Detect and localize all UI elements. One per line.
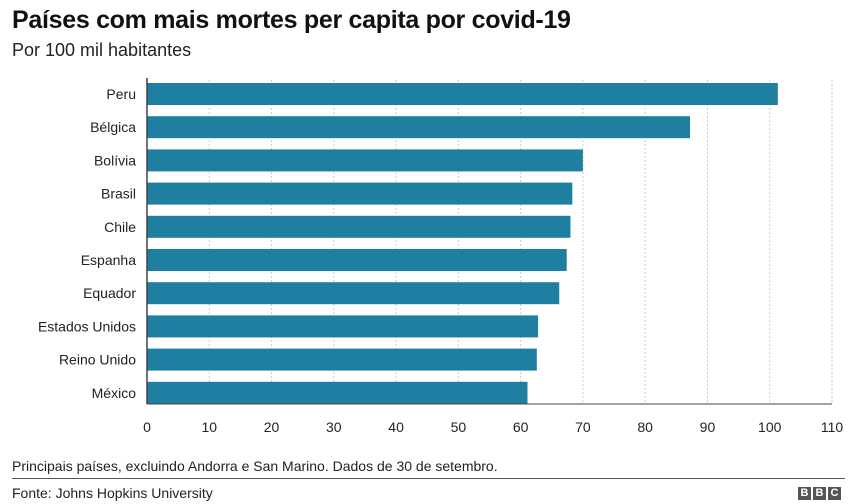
- bar: [147, 83, 778, 105]
- bar: [147, 348, 537, 371]
- x-tick-label: 0: [143, 419, 151, 435]
- bar: [147, 116, 691, 139]
- bar: [147, 249, 567, 271]
- logo-letter-b1: B: [798, 487, 811, 500]
- source-text: Fonte: Johns Hopkins University: [12, 485, 213, 501]
- logo-letter-c: C: [828, 487, 841, 500]
- x-tick-label: 80: [637, 419, 653, 435]
- category-label: Bélgica: [90, 119, 136, 135]
- category-label: Bolívia: [94, 152, 136, 168]
- bar-chart: 0 10 20 30 40 50 60 70 80 90 100 110 Peru Bélgica Bolí…: [38, 78, 844, 435]
- chart-subtitle: Por 100 mil habitantes: [12, 40, 192, 60]
- chart-note: Principais países, excluindo Andorra e S…: [12, 458, 498, 474]
- logo-letter-b2: B: [813, 487, 826, 500]
- x-tick-label: 20: [264, 419, 280, 435]
- bar: [147, 215, 571, 238]
- chart-title: Países com mais mortes per capita por co…: [12, 6, 571, 34]
- x-tick-label: 70: [575, 419, 591, 435]
- x-tick-label: 50: [451, 419, 467, 435]
- x-tick-label: 10: [201, 419, 217, 435]
- category-label: Espanha: [81, 252, 136, 268]
- category-label: México: [92, 385, 137, 401]
- x-tick-label: 30: [326, 419, 342, 435]
- category-label: Brasil: [101, 186, 136, 202]
- bbc-logo: B B C: [798, 487, 841, 500]
- bar: [147, 182, 573, 205]
- x-tick-label: 60: [513, 419, 529, 435]
- bar: [147, 149, 583, 172]
- footer-divider: [12, 478, 845, 479]
- x-tick-label: 40: [388, 419, 404, 435]
- category-label: Chile: [104, 219, 136, 235]
- x-tick-label: 110: [821, 419, 844, 435]
- bar: [147, 282, 560, 305]
- category-label: Estados Unidos: [38, 318, 136, 334]
- x-tick-label: 90: [700, 419, 716, 435]
- category-label: Reino Unido: [59, 352, 136, 368]
- bar: [147, 315, 539, 338]
- bar: [147, 381, 528, 404]
- category-label: Equador: [83, 285, 136, 301]
- x-tick-label: 100: [758, 419, 782, 435]
- category-label: Peru: [106, 86, 136, 102]
